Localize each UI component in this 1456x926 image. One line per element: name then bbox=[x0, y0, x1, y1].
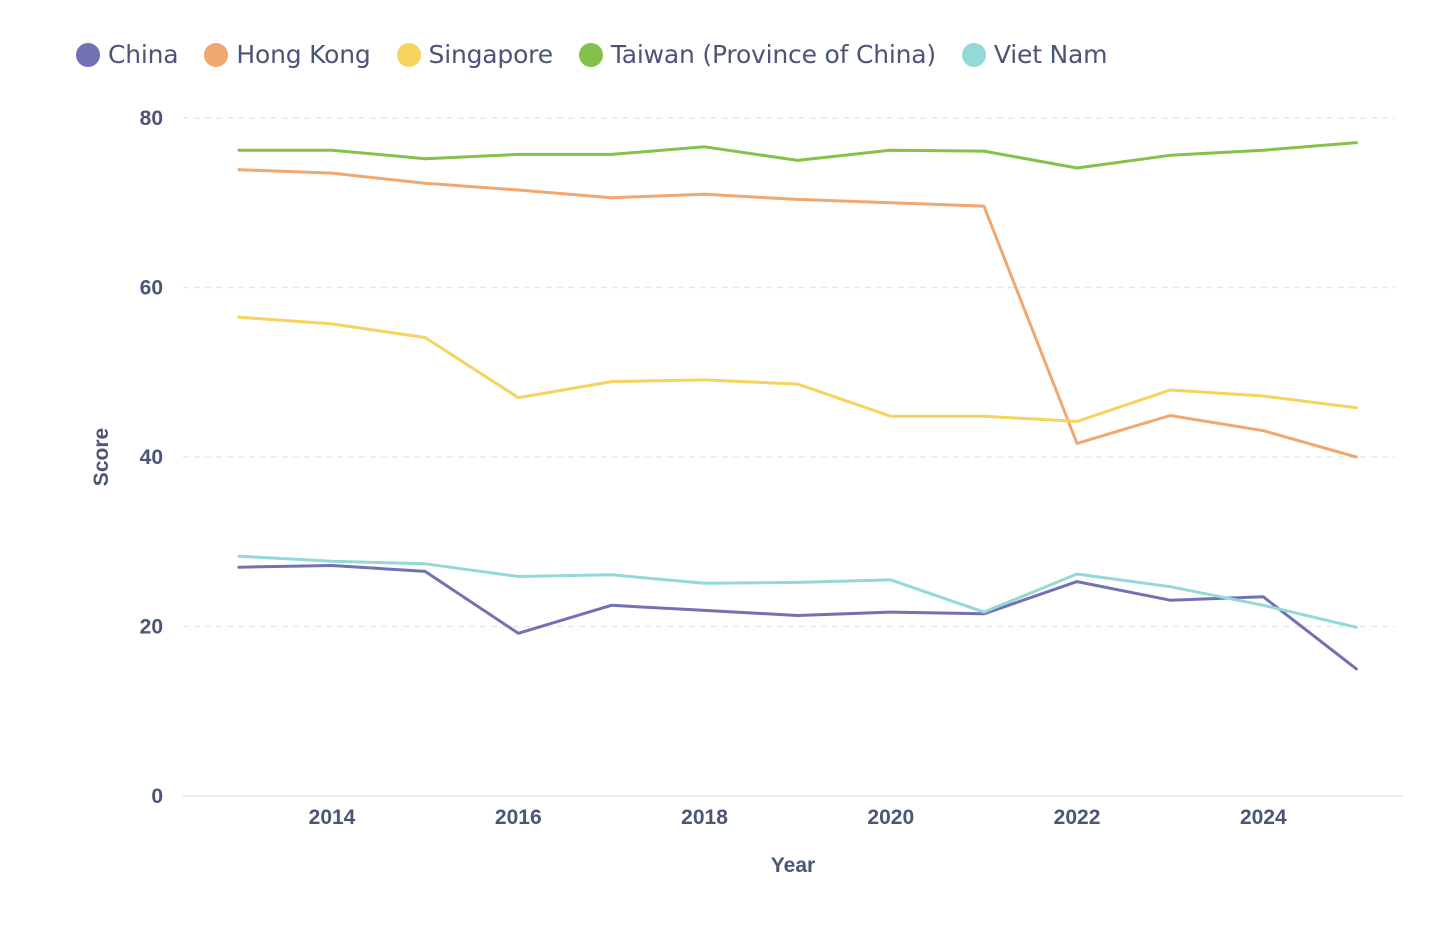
legend-item[interactable]: Singapore bbox=[396, 40, 554, 69]
legend-marker bbox=[76, 42, 100, 67]
y-tick-label: 40 bbox=[140, 446, 163, 469]
gridlines bbox=[183, 117, 1403, 797]
x-tick-label: 2024 bbox=[1240, 806, 1287, 829]
x-tick-label: 2018 bbox=[681, 806, 728, 829]
legend-marker bbox=[396, 42, 421, 67]
series-line[interactable] bbox=[237, 564, 1358, 671]
y-axis-ticks: 0 20 40 60 80 bbox=[140, 107, 163, 808]
y-tick-label: 80 bbox=[140, 107, 163, 130]
y-axis-title: Score bbox=[90, 428, 113, 486]
legend-marker bbox=[961, 42, 986, 67]
series-line[interactable] bbox=[237, 168, 1358, 459]
legend-item[interactable]: Hong Kong bbox=[204, 40, 371, 69]
x-tick-label: 2020 bbox=[867, 806, 914, 829]
x-axis-ticks: 2014 2016 2018 2020 2022 2024 bbox=[309, 806, 1287, 829]
legend-item[interactable]: Viet Nam bbox=[961, 40, 1108, 69]
x-tick-label: 2016 bbox=[495, 806, 542, 829]
y-tick-label: 20 bbox=[140, 616, 163, 639]
series-line[interactable] bbox=[237, 141, 1358, 170]
legend-label: Singapore bbox=[428, 40, 554, 69]
series-line[interactable] bbox=[237, 554, 1358, 629]
legend-label: Hong Kong bbox=[236, 40, 371, 69]
legend-item[interactable]: Taiwan (Province of China) bbox=[578, 40, 936, 69]
legend: China Hong Kong Singapore Taiwan (Province … bbox=[76, 40, 1133, 69]
series-lines bbox=[237, 141, 1358, 671]
y-tick-label: 0 bbox=[151, 785, 163, 808]
legend-label: Taiwan (Province of China) bbox=[610, 40, 936, 69]
legend-label: Viet Nam bbox=[993, 40, 1108, 69]
x-axis-title: Year bbox=[771, 854, 815, 877]
y-tick-label: 60 bbox=[140, 277, 163, 300]
legend-label: China bbox=[108, 40, 179, 69]
series-line[interactable] bbox=[237, 315, 1358, 423]
legend-item[interactable]: China bbox=[76, 40, 179, 69]
legend-marker bbox=[204, 42, 229, 67]
x-tick-label: 2022 bbox=[1054, 806, 1101, 829]
x-tick-label: 2014 bbox=[309, 806, 356, 829]
legend-marker bbox=[578, 42, 603, 67]
